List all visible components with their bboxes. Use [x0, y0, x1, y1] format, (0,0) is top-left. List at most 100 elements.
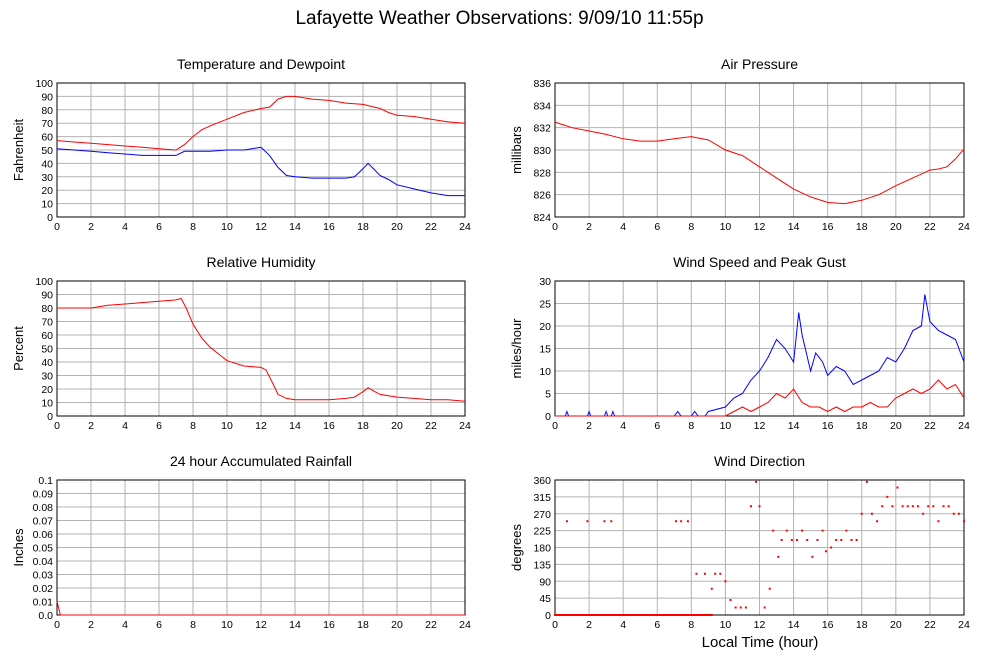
- y-tick-label: 60: [41, 330, 53, 342]
- x-tick-label: 2: [88, 619, 94, 631]
- x-tick-label: 24: [958, 420, 970, 432]
- y-tick-label: 830: [533, 145, 551, 157]
- data-point: [646, 614, 649, 616]
- data-point: [963, 520, 965, 523]
- y-tick-label: 315: [533, 492, 551, 504]
- data-point: [569, 614, 572, 616]
- data-point: [768, 587, 771, 590]
- data-point: [663, 614, 666, 616]
- data-point: [610, 614, 613, 616]
- x-tick-label: 6: [156, 420, 162, 432]
- x-tick-label: 22: [924, 420, 936, 432]
- data-point: [562, 614, 565, 616]
- data-point: [557, 614, 560, 616]
- y-tick-label: 0: [545, 411, 551, 423]
- data-point: [688, 614, 691, 616]
- y-tick-label: 828: [533, 167, 551, 179]
- y-tick-label: 360: [533, 475, 551, 487]
- direction-points: [554, 614, 713, 616]
- data-point: [669, 614, 672, 616]
- data-point: [603, 520, 606, 523]
- x-tick-label: 6: [654, 619, 660, 631]
- plot-frame: [56, 280, 466, 417]
- y-tick-label: 0.06: [33, 529, 54, 541]
- data-point: [596, 614, 599, 616]
- data-point: [697, 614, 700, 616]
- data-point: [572, 614, 575, 616]
- data-point: [674, 614, 677, 616]
- y-tick-label: 0: [47, 411, 53, 423]
- data-point: [821, 529, 824, 532]
- data-point: [739, 606, 742, 609]
- x-tick-label: 20: [890, 420, 902, 432]
- y-axis-label: Inches: [11, 528, 26, 567]
- data-point: [957, 512, 960, 515]
- x-tick-label: 4: [620, 420, 626, 432]
- y-tick-label: 40: [41, 158, 53, 170]
- data-point: [703, 614, 706, 616]
- data-point: [576, 614, 579, 616]
- data-point: [695, 614, 698, 616]
- x-tick-label: 6: [654, 420, 660, 432]
- data-point: [579, 614, 582, 616]
- x-tick-label: 8: [688, 221, 694, 233]
- y-tick-label: 824: [533, 212, 551, 224]
- data-point: [678, 614, 681, 616]
- data-point: [714, 572, 717, 575]
- data-point: [830, 546, 833, 549]
- data-point: [610, 520, 613, 523]
- y-tick-label: 80: [41, 303, 53, 315]
- plot-frame: [56, 82, 466, 218]
- data-point: [571, 614, 574, 616]
- data-point: [906, 505, 909, 508]
- data-point: [876, 520, 879, 523]
- data-point: [589, 614, 592, 616]
- data-point: [620, 614, 623, 616]
- data-point: [676, 614, 679, 616]
- x-tick-label: 24: [459, 619, 471, 631]
- data-point: [582, 614, 585, 616]
- data-point: [780, 539, 783, 541]
- x-tick-label: 0: [552, 619, 558, 631]
- gridlines: [554, 479, 965, 616]
- series-line: [56, 146, 465, 197]
- data-point: [703, 572, 706, 575]
- x-tick-label: 4: [620, 619, 626, 631]
- data-point: [613, 614, 616, 616]
- data-point: [749, 505, 752, 508]
- x-axis-label: Local Time (hour): [701, 634, 819, 651]
- x-tick-label: 14: [289, 619, 301, 631]
- y-tick-label: 80: [41, 105, 53, 117]
- chart-title: Temperature and Dewpoint: [177, 56, 345, 72]
- data-point: [790, 539, 793, 541]
- data-point: [685, 614, 688, 616]
- y-tick-label: 60: [41, 132, 53, 144]
- x-tick-label: 8: [688, 420, 694, 432]
- data-point: [755, 480, 758, 483]
- chart-title: Air Pressure: [721, 56, 798, 72]
- data-point: [664, 614, 667, 616]
- y-axis-label: Fahrenheit: [11, 119, 26, 182]
- data-point: [598, 614, 601, 616]
- x-tick-label: 14: [788, 221, 800, 233]
- y-tick-label: 90: [41, 290, 53, 302]
- data-point: [634, 614, 637, 616]
- data-point: [593, 614, 596, 616]
- data-point: [581, 614, 584, 616]
- y-tick-label: 25: [539, 299, 551, 311]
- data-point: [666, 614, 669, 616]
- data-point: [622, 614, 625, 616]
- chart-title: Relative Humidity: [207, 254, 316, 270]
- y-axis-label: degrees: [509, 524, 524, 571]
- y-tick-label: 10: [41, 199, 53, 211]
- data-point: [652, 614, 655, 616]
- x-tick-label: 4: [122, 221, 128, 233]
- gridlines: [554, 280, 965, 417]
- y-tick-label: 30: [41, 371, 53, 383]
- x-tick-label: 0: [54, 619, 60, 631]
- data-point: [565, 520, 568, 523]
- series-line: [555, 294, 965, 417]
